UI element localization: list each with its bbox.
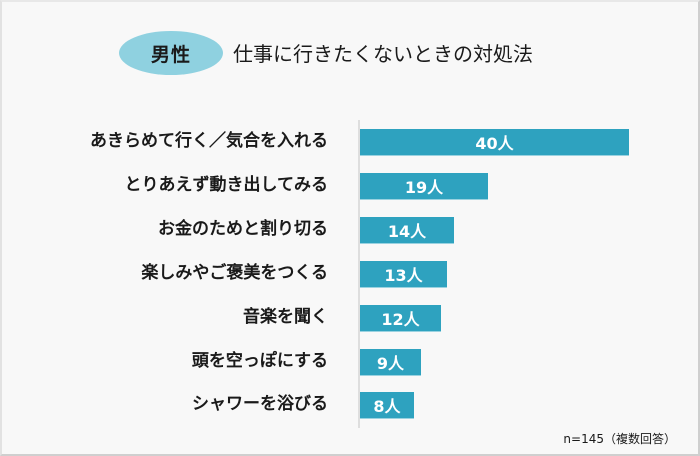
gender-badge: 男性 [119, 31, 223, 75]
bar-value-label: 9人 [376, 354, 405, 373]
bar: 40人 [360, 129, 629, 156]
gender-badge-label: 男性 [150, 43, 191, 66]
chart-title: 仕事に行きたくないときの対処法 [233, 42, 533, 66]
bar-value-label: 12人 [381, 310, 420, 329]
y-axis-line [358, 120, 360, 428]
bar: 19人 [360, 173, 488, 200]
category-label: シャワーを浴びる [192, 394, 328, 414]
category-label: とりあえず動き出してみる [124, 175, 329, 195]
sample-size-note: n=145（複数回答） [563, 432, 676, 446]
category-label: 楽しみやご褒美をつくる [141, 263, 328, 283]
bar-value-label: 40人 [475, 134, 514, 153]
category-label: 頭を空っぽにする [191, 351, 328, 371]
bar: 8人 [360, 392, 414, 419]
category-label: お金のためと割り切る [158, 219, 328, 239]
bar: 9人 [360, 349, 421, 376]
bar: 14人 [360, 217, 454, 244]
bar-value-label: 19人 [404, 178, 444, 197]
bar: 12人 [360, 305, 441, 332]
category-label: 音楽を聞く [243, 307, 328, 327]
bar-value-label: 14人 [387, 222, 427, 241]
bar-value-label: 13人 [384, 266, 423, 285]
category-label: あきらめて行く／気合を入れる [90, 131, 328, 151]
bar-value-label: 8人 [373, 397, 401, 416]
bar: 13人 [360, 261, 447, 288]
